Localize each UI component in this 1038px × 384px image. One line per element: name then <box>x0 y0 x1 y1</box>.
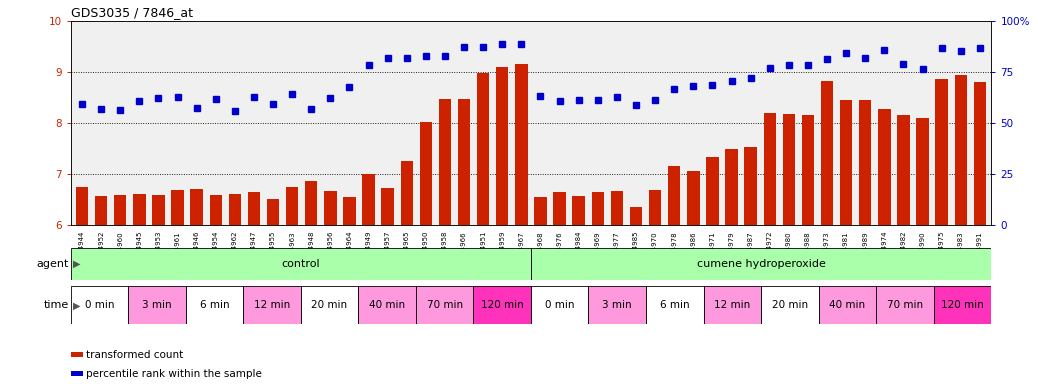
Bar <box>630 207 643 225</box>
Bar <box>419 122 432 225</box>
Bar <box>783 114 795 225</box>
Bar <box>401 161 413 225</box>
Text: 3 min: 3 min <box>602 300 632 310</box>
Bar <box>706 157 718 225</box>
Bar <box>358 286 416 324</box>
Text: control: control <box>281 259 320 269</box>
Bar <box>934 286 991 324</box>
Bar <box>458 99 470 225</box>
Bar <box>344 197 356 225</box>
Text: 20 min: 20 min <box>772 300 808 310</box>
Bar <box>94 195 107 225</box>
Text: 12 min: 12 min <box>714 300 750 310</box>
Bar <box>592 192 604 225</box>
Bar <box>535 197 547 225</box>
Bar <box>553 192 566 225</box>
Bar <box>382 188 393 225</box>
Bar <box>821 81 834 225</box>
Bar <box>589 286 646 324</box>
Bar <box>687 171 700 225</box>
Bar <box>133 194 145 225</box>
Bar <box>186 286 243 324</box>
Text: 120 min: 120 min <box>481 300 523 310</box>
Bar <box>531 248 991 280</box>
Text: percentile rank within the sample: percentile rank within the sample <box>86 369 262 379</box>
Bar <box>878 109 891 225</box>
Bar <box>761 286 819 324</box>
Bar <box>955 74 967 225</box>
Bar <box>171 190 184 225</box>
Bar <box>744 147 757 225</box>
Bar <box>362 174 375 225</box>
Text: 6 min: 6 min <box>660 300 689 310</box>
Text: agent: agent <box>36 259 69 269</box>
Bar <box>917 118 929 225</box>
Text: 40 min: 40 min <box>829 300 866 310</box>
Text: 40 min: 40 min <box>370 300 405 310</box>
Text: transformed count: transformed count <box>86 350 184 360</box>
Bar <box>897 115 909 225</box>
Text: 70 min: 70 min <box>886 300 923 310</box>
Bar <box>114 195 127 225</box>
Bar <box>935 79 948 225</box>
Bar <box>473 286 531 324</box>
Text: 70 min: 70 min <box>427 300 463 310</box>
Bar <box>267 199 279 225</box>
Bar <box>416 286 473 324</box>
Bar <box>210 195 222 225</box>
Bar <box>190 189 202 225</box>
Text: 120 min: 120 min <box>941 300 984 310</box>
Bar <box>285 187 298 225</box>
Bar <box>801 115 814 225</box>
Bar <box>324 190 336 225</box>
Bar <box>646 286 704 324</box>
Text: time: time <box>44 300 69 310</box>
Bar <box>819 286 876 324</box>
Text: 6 min: 6 min <box>199 300 229 310</box>
Bar <box>153 195 165 225</box>
Bar <box>764 113 776 225</box>
Bar <box>71 286 128 324</box>
Bar <box>439 99 452 225</box>
Bar <box>477 73 489 225</box>
Bar <box>531 286 589 324</box>
Text: 0 min: 0 min <box>85 300 114 310</box>
Bar <box>228 194 241 225</box>
Bar <box>301 286 358 324</box>
Text: ▶: ▶ <box>73 300 80 310</box>
Bar <box>243 286 301 324</box>
Bar <box>71 248 531 280</box>
Text: 20 min: 20 min <box>311 300 348 310</box>
Bar <box>859 101 872 225</box>
Bar <box>496 68 509 225</box>
Bar <box>573 195 584 225</box>
Text: cumene hydroperoxide: cumene hydroperoxide <box>696 259 825 269</box>
Bar <box>610 190 623 225</box>
Bar <box>128 286 186 324</box>
Bar <box>248 192 261 225</box>
Bar <box>649 190 661 225</box>
Bar <box>305 181 318 225</box>
Bar <box>840 100 852 225</box>
Bar <box>726 149 738 225</box>
Bar <box>704 286 761 324</box>
Bar <box>76 187 88 225</box>
Text: 0 min: 0 min <box>545 300 574 310</box>
Text: 3 min: 3 min <box>142 300 171 310</box>
Bar <box>974 82 986 225</box>
Text: 12 min: 12 min <box>254 300 290 310</box>
Bar <box>876 286 934 324</box>
Bar <box>668 166 680 225</box>
Text: ▶: ▶ <box>73 259 80 269</box>
Text: GDS3035 / 7846_at: GDS3035 / 7846_at <box>71 6 193 19</box>
Bar <box>515 65 527 225</box>
